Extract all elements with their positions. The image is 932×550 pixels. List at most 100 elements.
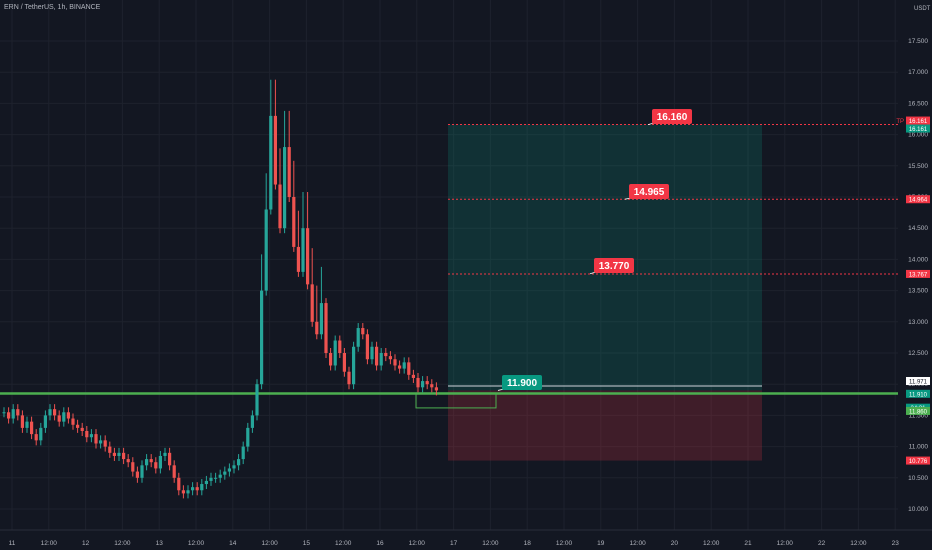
chart-title: ERN / TetherUS, 1h, BINANCE xyxy=(4,4,101,11)
candle-body xyxy=(25,421,29,428)
candle-body xyxy=(237,459,241,466)
time-tick-label: 12:00 xyxy=(777,540,794,547)
price-tick-label: 14.000 xyxy=(908,256,928,263)
candle-body xyxy=(227,468,231,472)
candle-body xyxy=(80,427,84,431)
annotation-box xyxy=(652,109,692,124)
time-tick-label: 23 xyxy=(892,540,900,547)
candle-body xyxy=(131,462,135,472)
candle-body xyxy=(260,290,264,385)
price-badge xyxy=(906,195,930,204)
price-badge xyxy=(906,456,930,465)
time-tick-label: 22 xyxy=(818,540,826,547)
candle-body xyxy=(388,356,392,360)
candle-body xyxy=(365,334,369,360)
candle-body xyxy=(122,452,126,460)
candle-body xyxy=(370,346,374,360)
candle-body xyxy=(246,427,250,447)
candle-body xyxy=(430,384,434,388)
candle-body xyxy=(379,353,383,366)
time-tick-label: 12:00 xyxy=(261,540,278,547)
candle-body xyxy=(76,424,80,428)
candle-body xyxy=(416,377,420,388)
candle-body xyxy=(319,303,323,335)
stop-loss-zone xyxy=(448,390,762,461)
candle-body xyxy=(269,115,273,210)
candle-body xyxy=(117,452,121,456)
candle-body xyxy=(85,431,89,438)
candle-body xyxy=(356,328,360,347)
candle-body xyxy=(149,459,153,463)
candle-body xyxy=(218,474,222,478)
candle-body xyxy=(20,415,24,428)
candle-body xyxy=(204,480,208,485)
candle-body xyxy=(158,455,162,469)
candle-body xyxy=(191,487,195,491)
time-tick-label: 18 xyxy=(524,540,532,547)
time-tick-label: 21 xyxy=(744,540,752,547)
annotation-box xyxy=(594,258,634,273)
price-badge-label: 10.776 xyxy=(909,459,928,465)
candle-body xyxy=(333,340,337,366)
price-badge xyxy=(906,377,930,386)
candle-body xyxy=(172,465,176,478)
candle-body xyxy=(2,412,6,414)
candle-body xyxy=(163,452,167,456)
candle-body xyxy=(411,374,415,378)
annotation-label: 11.900 xyxy=(507,378,537,389)
candle-body xyxy=(126,459,130,463)
price-badge xyxy=(906,389,930,398)
entry-zone-box xyxy=(415,392,497,409)
price-tick-label: 17.500 xyxy=(908,38,928,45)
candle-body xyxy=(140,465,144,478)
candle-body xyxy=(273,115,277,185)
candle-body xyxy=(39,427,43,441)
candle-body xyxy=(402,362,406,369)
candle-body xyxy=(209,477,213,481)
price-badge xyxy=(906,406,930,415)
candle-body xyxy=(329,353,333,366)
time-tick-label: 12:00 xyxy=(556,540,573,547)
time-tick-label: 14 xyxy=(229,540,237,547)
candle-body xyxy=(186,490,190,494)
time-tick-label: 16 xyxy=(376,540,384,547)
candle-body xyxy=(62,412,66,422)
candle-body xyxy=(223,471,227,475)
candle-body xyxy=(11,409,15,419)
candle-body xyxy=(154,462,158,469)
price-badge-label: 16.161 xyxy=(909,127,928,133)
candle-body xyxy=(421,381,425,388)
candle-body xyxy=(310,284,314,322)
price-tick-label: 13.000 xyxy=(908,319,928,326)
time-tick-label: 13 xyxy=(156,540,164,547)
candle-body xyxy=(43,415,47,428)
time-tick-label: 12:00 xyxy=(629,540,646,547)
time-tick-label: 12:00 xyxy=(188,540,205,547)
badge-prefix: TP xyxy=(896,119,904,125)
candle-body xyxy=(34,434,38,441)
time-tick-label: 20 xyxy=(671,540,679,547)
price-tick-label: 16.000 xyxy=(908,132,928,139)
price-tick-label: 11.500 xyxy=(909,412,929,419)
time-tick-label: 11 xyxy=(9,540,16,547)
time-tick-label: 12:00 xyxy=(41,540,58,547)
price-badge-label: 13.767 xyxy=(909,272,928,278)
price-tick-label: 14.500 xyxy=(908,225,928,232)
candle-body xyxy=(398,365,402,369)
price-badge xyxy=(906,124,930,133)
time-tick-label: 17 xyxy=(450,540,458,547)
price-tick-label: 11.000 xyxy=(909,444,929,451)
candle-body xyxy=(71,418,75,425)
price-tick-label: 12.500 xyxy=(908,350,928,357)
candle-body xyxy=(48,409,52,416)
candle-body xyxy=(89,434,93,438)
candle-body xyxy=(342,353,346,372)
time-tick-label: 12:00 xyxy=(335,540,352,547)
candle-body xyxy=(177,477,181,491)
price-badge xyxy=(906,269,930,278)
candle-body xyxy=(296,246,300,272)
price-badge-label: 16.161 xyxy=(909,119,928,125)
price-tick-label: 17.000 xyxy=(908,69,928,76)
candle-body xyxy=(283,147,287,229)
